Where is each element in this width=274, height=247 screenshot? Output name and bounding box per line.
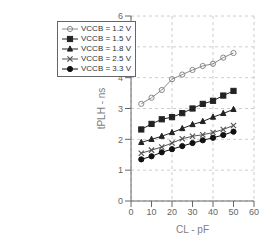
svg-text:0: 0 xyxy=(129,207,134,217)
svg-text:2: 2 xyxy=(118,135,123,145)
svg-text:4: 4 xyxy=(118,73,123,83)
svg-text:6: 6 xyxy=(118,11,123,21)
svg-text:20: 20 xyxy=(167,207,177,217)
svg-text:tPLH - ns: tPLH - ns xyxy=(96,88,107,130)
svg-text:60: 60 xyxy=(249,207,259,217)
svg-text:40: 40 xyxy=(208,207,218,217)
svg-text:10: 10 xyxy=(147,207,157,217)
svg-text:0: 0 xyxy=(118,196,123,206)
svg-text:5: 5 xyxy=(118,42,123,52)
svg-text:CL - pF: CL - pF xyxy=(176,224,209,235)
svg-text:1: 1 xyxy=(118,165,123,175)
svg-text:50: 50 xyxy=(228,207,238,217)
svg-text:30: 30 xyxy=(188,207,198,217)
svg-text:3: 3 xyxy=(118,104,123,114)
